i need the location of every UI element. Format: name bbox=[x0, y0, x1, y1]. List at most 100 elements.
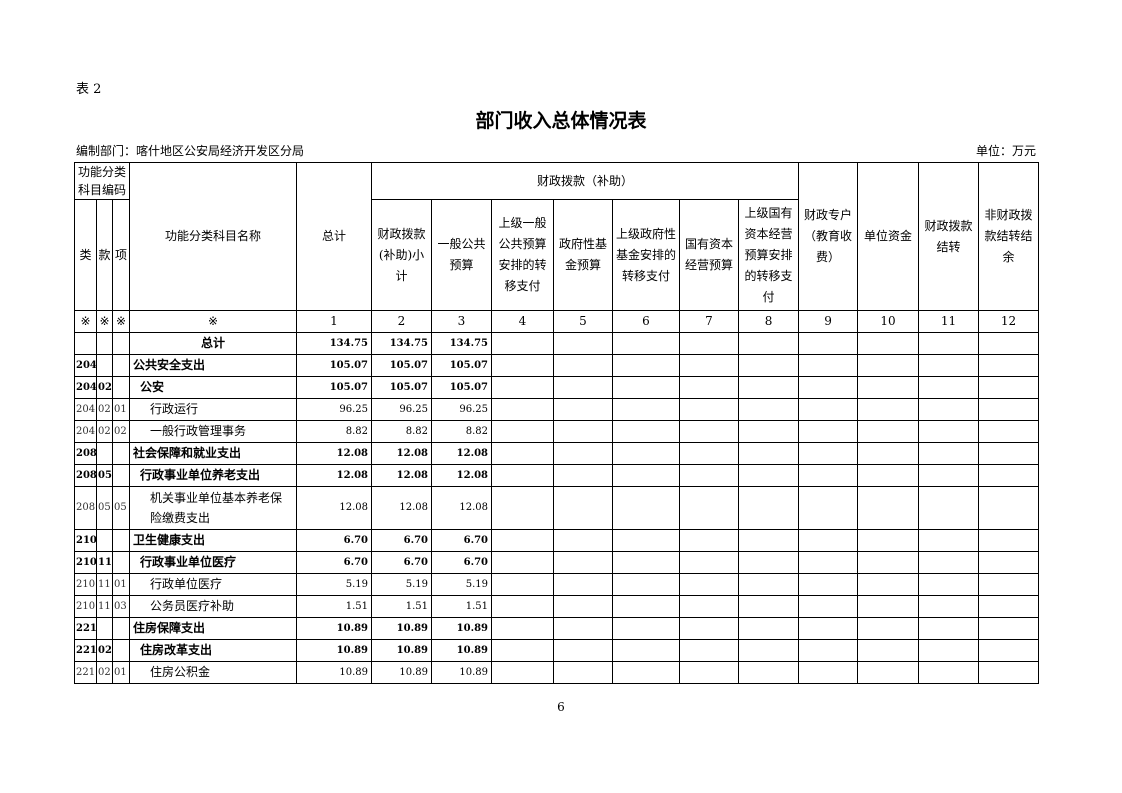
empty-cell bbox=[612, 639, 680, 662]
index-cell: 10 bbox=[857, 310, 920, 333]
empty-cell bbox=[798, 595, 859, 618]
empty-cell bbox=[679, 332, 739, 355]
empty-cell bbox=[978, 573, 1040, 596]
cell-lei: 210 bbox=[74, 529, 97, 552]
index-cell: ※ bbox=[112, 310, 130, 333]
cell-sub: 8.82 bbox=[371, 420, 432, 443]
empty-cell bbox=[918, 617, 980, 640]
empty-cell bbox=[612, 595, 680, 618]
empty-cell bbox=[737, 376, 800, 399]
cell-sub: 12.08 bbox=[371, 442, 432, 465]
empty-cell bbox=[553, 595, 613, 618]
empty-cell bbox=[918, 661, 980, 684]
cell-lei: 204 bbox=[74, 420, 97, 443]
cell-total: 96.25 bbox=[296, 398, 372, 421]
cell-sub: 12.08 bbox=[371, 486, 432, 530]
empty-cell bbox=[857, 551, 920, 574]
empty-cell bbox=[978, 420, 1040, 443]
cell-name: 总计 bbox=[129, 332, 297, 355]
cell-kuan bbox=[96, 354, 113, 377]
cell-kuan bbox=[96, 617, 113, 640]
empty-cell bbox=[553, 332, 613, 355]
empty-cell bbox=[857, 573, 920, 596]
empty-cell bbox=[978, 639, 1040, 662]
table-row: 210 11 01 行政单位医疗 5.19 5.19 5.19 bbox=[74, 573, 1040, 596]
empty-cell bbox=[737, 617, 800, 640]
header-lei: 类 bbox=[74, 199, 97, 311]
empty-cell bbox=[918, 529, 980, 552]
empty-cell bbox=[918, 332, 980, 355]
cell-total: 6.70 bbox=[296, 551, 372, 574]
cell-kuan: 02 bbox=[96, 639, 113, 662]
empty-cell bbox=[737, 398, 800, 421]
header-fiscal-group: 财政拨款（补助） bbox=[370, 162, 800, 200]
header-code-group: 功能分类科目编码 bbox=[74, 162, 130, 200]
empty-cell bbox=[798, 573, 859, 596]
empty-cell bbox=[612, 420, 680, 443]
empty-cell bbox=[857, 464, 920, 487]
empty-cell bbox=[612, 332, 680, 355]
cell-sub: 10.89 bbox=[371, 617, 432, 640]
index-cell: 1 bbox=[296, 310, 372, 333]
cell-sub: 6.70 bbox=[371, 529, 432, 552]
empty-cell bbox=[857, 354, 920, 377]
empty-cell bbox=[978, 354, 1040, 377]
empty-cell bbox=[491, 376, 554, 399]
empty-cell bbox=[553, 354, 613, 377]
header-col-2: 财政拨款(补助)小计 bbox=[371, 199, 432, 311]
empty-cell bbox=[978, 661, 1040, 684]
cell-xiang: 05 bbox=[112, 486, 130, 530]
table-row: 204 02 02 一般行政管理事务 8.82 8.82 8.82 bbox=[74, 420, 1040, 443]
empty-cell bbox=[679, 354, 739, 377]
cell-total: 6.70 bbox=[296, 529, 372, 552]
table-row: 204 02 公安 105.07 105.07 105.07 bbox=[74, 376, 1040, 399]
cell-sub: 105.07 bbox=[371, 354, 432, 377]
cell-gen: 105.07 bbox=[431, 354, 492, 377]
header-col-7: 国有资本经营预算 bbox=[679, 199, 739, 311]
cell-lei: 210 bbox=[74, 551, 97, 574]
empty-cell bbox=[857, 376, 920, 399]
empty-cell bbox=[857, 398, 920, 421]
cell-kuan: 11 bbox=[96, 551, 113, 574]
empty-cell bbox=[612, 661, 680, 684]
cell-gen: 12.08 bbox=[431, 442, 492, 465]
empty-cell bbox=[612, 617, 680, 640]
header-col-3: 一般公共预算 bbox=[431, 199, 492, 311]
cell-total: 10.89 bbox=[296, 639, 372, 662]
header-total: 总计 bbox=[296, 162, 372, 311]
index-cell: 11 bbox=[918, 310, 980, 333]
empty-cell bbox=[491, 595, 554, 618]
index-cell: 12 bbox=[978, 310, 1040, 333]
cell-sub: 6.70 bbox=[371, 551, 432, 574]
empty-cell bbox=[491, 354, 554, 377]
empty-cell bbox=[978, 617, 1040, 640]
empty-cell bbox=[679, 595, 739, 618]
cell-total: 10.89 bbox=[296, 617, 372, 640]
header-col-8: 上级国有资本经营预算安排的转移支付 bbox=[737, 199, 800, 311]
cell-name: 社会保障和就业支出 bbox=[129, 442, 297, 465]
index-cell: ※ bbox=[96, 310, 113, 333]
table-row: 221 住房保障支出 10.89 10.89 10.89 bbox=[74, 617, 1040, 640]
cell-total: 8.82 bbox=[296, 420, 372, 443]
empty-cell bbox=[679, 617, 739, 640]
index-cell: 8 bbox=[737, 310, 800, 333]
empty-cell bbox=[679, 376, 739, 399]
header-col-10: 单位资金 bbox=[857, 162, 920, 311]
empty-cell bbox=[553, 551, 613, 574]
cell-gen: 12.08 bbox=[431, 464, 492, 487]
cell-xiang bbox=[112, 617, 130, 640]
empty-cell bbox=[737, 332, 800, 355]
empty-cell bbox=[737, 573, 800, 596]
empty-cell bbox=[798, 486, 859, 530]
empty-cell bbox=[491, 464, 554, 487]
cell-total: 105.07 bbox=[296, 354, 372, 377]
empty-cell bbox=[553, 420, 613, 443]
empty-cell bbox=[737, 486, 800, 530]
empty-cell bbox=[857, 661, 920, 684]
cell-name: 行政事业单位养老支出 bbox=[129, 464, 297, 487]
empty-cell bbox=[737, 639, 800, 662]
empty-cell bbox=[553, 398, 613, 421]
empty-cell bbox=[679, 529, 739, 552]
empty-cell bbox=[798, 464, 859, 487]
cell-name: 机关事业单位基本养老保险缴费支出 bbox=[129, 486, 297, 530]
